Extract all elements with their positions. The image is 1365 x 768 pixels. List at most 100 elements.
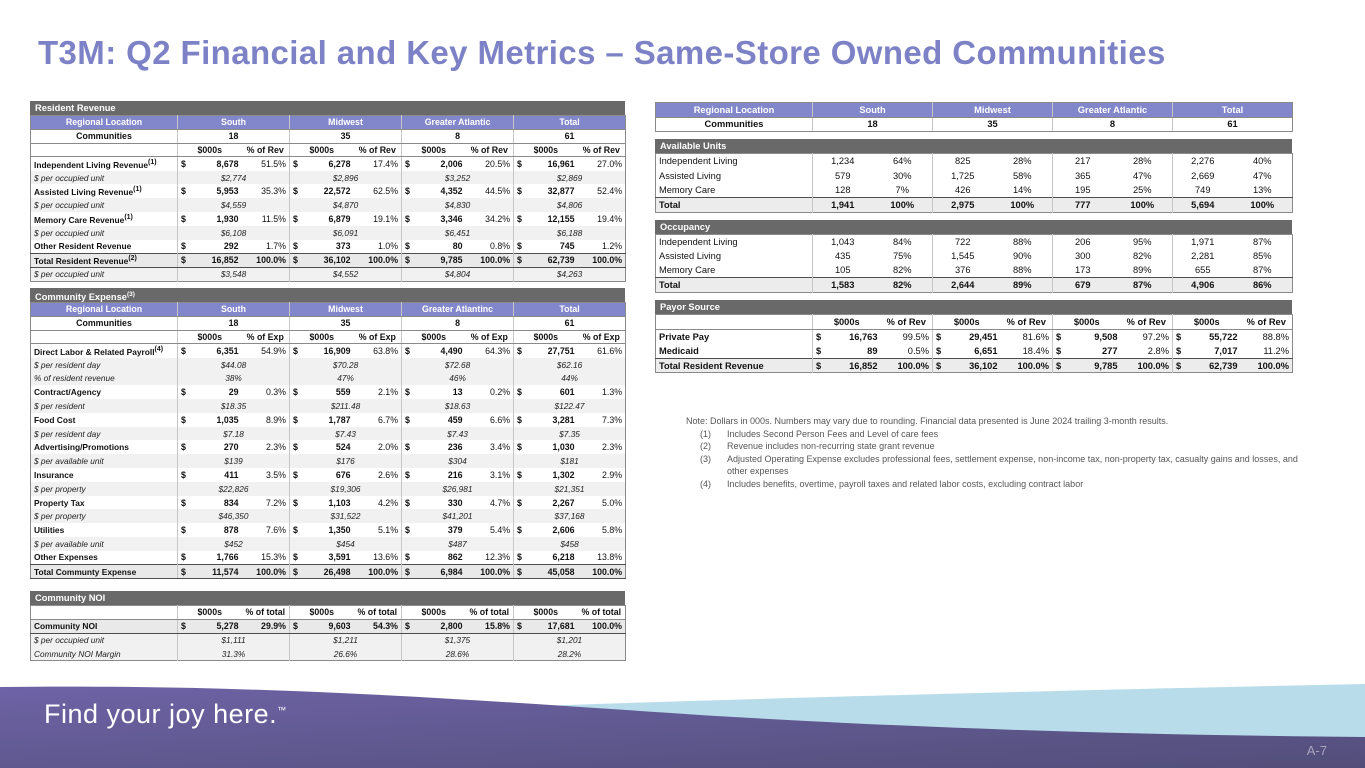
dollar-sign: $ [517, 621, 522, 632]
cell-value: 579 [812, 168, 873, 183]
cell-value: $6,108 [176, 225, 290, 240]
cell-value: $211.48 [289, 399, 402, 413]
row-label: Memory Care [659, 184, 716, 195]
cell-value: 1,234 [812, 153, 873, 169]
table-row: Other Expenses $1,766 15.3% $3,591 13.6% $862… [31, 550, 626, 565]
dollar-value: 6,651 [974, 345, 998, 356]
cell-value: $7.43 [401, 426, 514, 441]
cell-dollar: $16,852 [177, 252, 242, 268]
dollar-sign: $ [405, 442, 410, 453]
cell-value: 31.3% [177, 646, 290, 661]
note-text: Includes Second Person Fees and Level of… [727, 428, 939, 439]
cell-value: $37,168 [513, 509, 626, 524]
row-label: Total [655, 196, 813, 213]
dollar-value: 2,006 [440, 159, 463, 170]
dollar-sign: $ [293, 159, 298, 170]
table-row: Total Resident Revenue(2) $16,852 100.0% $3… [30, 252, 626, 268]
cell-value: $62.16 [513, 357, 626, 372]
cell-dollar: $62,739 [1172, 357, 1241, 373]
col-header-percent: % of Exp [353, 330, 402, 345]
communities-count: 18 [176, 316, 290, 331]
cell-value: 4,906 [1172, 277, 1233, 293]
dollar-value: 216 [447, 469, 463, 480]
dollar-value: 745 [559, 241, 575, 252]
cell-value: $18.35 [176, 399, 290, 413]
dollar-value: 80 [452, 241, 463, 252]
communities-count: 18 [812, 117, 933, 133]
communities-count: 18 [176, 129, 290, 144]
dollar-sign: $ [405, 552, 410, 563]
cell-value: 217 [1052, 153, 1113, 169]
cell-dollar: $22,572 [289, 184, 354, 199]
cell-value: $452 [176, 537, 290, 551]
cell-percent: 100.0% [465, 564, 514, 579]
row-label: $ per occupied unit [34, 172, 105, 183]
cell-dollar: $1,035 [177, 412, 242, 427]
dollar-sign: $ [816, 345, 822, 356]
dollar-sign: $ [517, 497, 522, 508]
col-header-percent: % of Exp [465, 330, 514, 345]
table-row: $ per occupied unit $2,774 $2,896 $3,252 $2,… [30, 170, 626, 185]
col-header-dollars: $000s [401, 605, 466, 620]
dollar-value: 1,787 [328, 414, 351, 425]
cell-percent: 90% [1012, 250, 1032, 261]
column-header-row: $000s% of total $000s% of total $000s% of … [30, 605, 626, 620]
note-number: (4) [700, 478, 711, 489]
note-items: (1) Includes Second Person Fees and Level… [686, 428, 1302, 491]
section-table: Independent Living 1,234 64% 825 28% 217 28% 2,… [655, 153, 1293, 213]
region-name: Greater Atlantic [1052, 102, 1173, 118]
cell-dollar: $4,352 [401, 184, 466, 199]
cell-dollar: $878 [177, 523, 242, 538]
cell-percent: 100% [1112, 196, 1173, 213]
note-text: Adjusted Operating Expense excludes prof… [727, 453, 1298, 477]
cell-dollar: $26,498 [289, 564, 354, 579]
brand-logo: Find your joy here.™ [44, 699, 287, 730]
spacer-cell [30, 143, 178, 158]
row-label: $ per available unit [34, 538, 104, 549]
cell-value: $4,559 [176, 198, 290, 213]
communities-count: 35 [932, 117, 1053, 133]
dollar-value: 459 [447, 414, 463, 425]
col-header-dollars: $000s [177, 143, 242, 158]
dollar-sign: $ [517, 442, 522, 453]
table-row: $ per occupied unit $3,548 $4,552 $4,804 $4,… [30, 267, 626, 282]
dollar-value: 6,984 [440, 566, 463, 577]
cell-percent: 82% [872, 277, 933, 293]
cell-percent: 100.0% [1240, 357, 1293, 373]
row-label: Total Resident Revenue [655, 357, 813, 373]
dollar-sign: $ [405, 241, 410, 252]
table-row: Insurance $411 3.5% $676 2.6% $216 3.1% $1,302 2… [31, 468, 626, 482]
cell-dollar: $17,681 [513, 618, 578, 634]
dollar-sign: $ [816, 331, 822, 342]
table-row: Assisted Living 435 75% 1,545 90% 300 82% 2,281… [656, 248, 1293, 264]
cell-value: 26.6% [289, 646, 402, 661]
cell-percent: 7.3% [601, 414, 623, 425]
cell-value: 1,043 [812, 234, 873, 249]
dollar-sign: $ [293, 346, 298, 357]
cell-percent: 1.7% [265, 241, 287, 252]
row-label: $ per resident day [34, 428, 101, 439]
cell-percent: 87% [1112, 277, 1173, 293]
dollar-value: 9,785 [440, 255, 463, 266]
communities-count: 8 [401, 129, 514, 144]
cell-percent: 2.0% [377, 442, 399, 453]
row-label: Total Communty Expense [30, 564, 178, 579]
cell-dollar: $2,267 [513, 495, 578, 510]
cell-percent: 54.9% [261, 346, 287, 357]
col-header-percent: % of Rev [1120, 314, 1173, 330]
cell-dollar: $1,787 [289, 412, 354, 427]
logo-trademark: ™ [277, 705, 287, 715]
dollar-value: 89 [867, 345, 878, 356]
cell-dollar: $89 [812, 343, 881, 359]
dollar-sign: $ [181, 159, 186, 170]
row-label: Contract/Agency [34, 387, 102, 398]
dollar-sign: $ [405, 621, 410, 632]
dollar-value: 1,350 [328, 525, 351, 536]
col-header-percent: % of total [241, 605, 290, 620]
cell-percent: 7.6% [265, 525, 287, 536]
dollar-value: 55,722 [1209, 331, 1238, 342]
cell-value: 2,281 [1172, 248, 1233, 264]
cell-percent: 51.5% [261, 159, 287, 170]
cell-percent: 11.2% [1263, 345, 1289, 356]
cell-percent: 100.0% [577, 564, 626, 579]
